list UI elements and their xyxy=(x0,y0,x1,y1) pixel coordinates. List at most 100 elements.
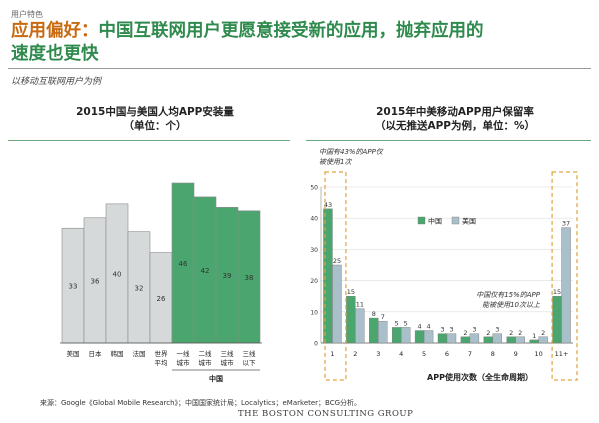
tick-label: 5 xyxy=(422,350,426,358)
source-note: 来源：Google《Global Mobile Research》；中国国家统计… xyxy=(40,399,362,407)
data-label: 1 xyxy=(532,332,536,340)
tick-label: 1 xyxy=(330,350,334,358)
y-tick-label: 40 xyxy=(310,216,318,223)
tick-label: 三线 xyxy=(221,349,235,358)
legend-swatch xyxy=(417,216,426,225)
y-tick-label: 0 xyxy=(314,341,318,348)
headline-line1: 中国互联网用户更愿意接受新的应用，抛弃应用的 xyxy=(98,21,484,41)
annotation-1-line1: 中国有43%的APP仅 xyxy=(319,148,384,156)
data-label: 2 xyxy=(486,329,490,337)
data-label: 46 xyxy=(179,260,188,268)
tick-label: 三线 xyxy=(243,349,257,358)
data-label: 3 xyxy=(440,326,444,334)
data-label: 8 xyxy=(372,310,376,318)
bar-china xyxy=(529,339,539,344)
bar-china xyxy=(414,330,425,344)
data-label: 26 xyxy=(157,295,166,303)
bar-us xyxy=(400,327,411,344)
bar-us xyxy=(423,330,434,344)
bar-china xyxy=(460,336,471,344)
bar-china xyxy=(506,336,516,344)
data-label: 39 xyxy=(223,272,232,280)
bar-us xyxy=(561,227,571,344)
data-label: 37 xyxy=(562,220,570,228)
bar-us xyxy=(538,336,548,344)
y-tick-label: 30 xyxy=(310,247,318,254)
bar-china xyxy=(369,317,379,344)
data-label: 43 xyxy=(324,201,332,209)
headline-line2: 速度也更快 xyxy=(11,44,99,64)
tick-label: 6 xyxy=(445,350,449,358)
data-label: 40 xyxy=(113,270,122,278)
tick-label: 二线 xyxy=(199,349,213,358)
bar-china xyxy=(483,336,494,344)
data-label: 2 xyxy=(541,329,545,337)
data-label: 11 xyxy=(356,301,364,309)
tick-label: 城市 xyxy=(177,358,191,367)
tick-label: 法国 xyxy=(133,349,146,358)
data-label: 15 xyxy=(553,288,561,296)
data-label: 7 xyxy=(381,313,385,321)
y-tick-label: 20 xyxy=(310,278,318,285)
annotation-1-line2: 被使用1次 xyxy=(319,158,352,166)
tick-label: 韩国 xyxy=(111,349,124,358)
left-chart-subtitle: （单位：个） xyxy=(123,120,187,132)
bar-china xyxy=(552,296,562,344)
x-axis-label: APP使用次数（全生命周期） xyxy=(427,372,533,382)
bar-china xyxy=(391,327,402,344)
legend-label: 美国 xyxy=(462,217,476,226)
data-label: 15 xyxy=(347,288,355,296)
left-chart-title: 2015中国与美国人均APP安装量 xyxy=(76,106,234,118)
group-label: 中国 xyxy=(209,374,223,383)
bar-us xyxy=(446,333,457,344)
data-label: 2 xyxy=(509,329,513,337)
right-chart-subtitle: （以无推送APP为例，单位：%） xyxy=(374,120,536,132)
bar-us xyxy=(378,320,388,344)
bar-china xyxy=(437,333,448,344)
tick-label: 城市 xyxy=(221,358,235,367)
page-subtitle: 以移动互联网用户为例 xyxy=(11,77,102,87)
tick-label: 以下 xyxy=(243,359,257,367)
tick-label: 2 xyxy=(353,350,357,358)
bar-china xyxy=(346,296,356,344)
tick-label: 8 xyxy=(491,350,495,358)
tick-label: 平均 xyxy=(155,358,169,367)
data-label: 38 xyxy=(245,274,254,282)
data-label: 25 xyxy=(333,257,341,265)
tick-label: 城市 xyxy=(199,358,213,367)
legend-label: 中国 xyxy=(428,217,442,226)
data-label: 4 xyxy=(427,323,431,331)
tick-label: 9 xyxy=(514,350,518,358)
tick-label: 10 xyxy=(534,350,542,358)
data-label: 36 xyxy=(91,277,100,285)
bar-us xyxy=(355,308,365,344)
tick-label: 一线 xyxy=(177,349,191,358)
headline-highlight: 应用偏好： xyxy=(11,21,99,41)
headline: 应用偏好：中国互联网用户更愿意接受新的应用，抛弃应用的 速度也更快 xyxy=(11,20,586,66)
tick-label: 美国 xyxy=(67,349,80,358)
legend-swatch xyxy=(451,216,460,225)
bar-us xyxy=(469,333,480,344)
bar-us xyxy=(492,333,503,344)
bcg-logo: THE BOSTON CONSULTING GROUP xyxy=(238,409,414,419)
data-label: 42 xyxy=(201,267,210,275)
right-chart-divider xyxy=(306,140,591,141)
highlight-box-11 xyxy=(551,171,578,381)
annotation-2-line2: 能被使用10次以上 xyxy=(482,301,541,309)
data-label: 5 xyxy=(404,319,408,327)
tick-label: 世界 xyxy=(155,349,169,358)
y-tick-label: 10 xyxy=(310,309,318,316)
annotation-2-line1: 中国仅有15%的APP xyxy=(476,291,541,299)
data-label: 2 xyxy=(518,329,522,337)
data-label: 4 xyxy=(418,323,422,331)
right-chart-title: 2015年中美移动APP用户保留率 xyxy=(376,106,534,118)
section-tag: 用户特色 xyxy=(11,10,43,19)
data-label: 3 xyxy=(449,326,453,334)
data-label: 3 xyxy=(472,326,476,334)
data-label: 2 xyxy=(463,329,467,337)
bar-us xyxy=(515,336,525,344)
y-tick-label: 50 xyxy=(310,185,318,192)
tick-label: 日本 xyxy=(89,349,103,358)
